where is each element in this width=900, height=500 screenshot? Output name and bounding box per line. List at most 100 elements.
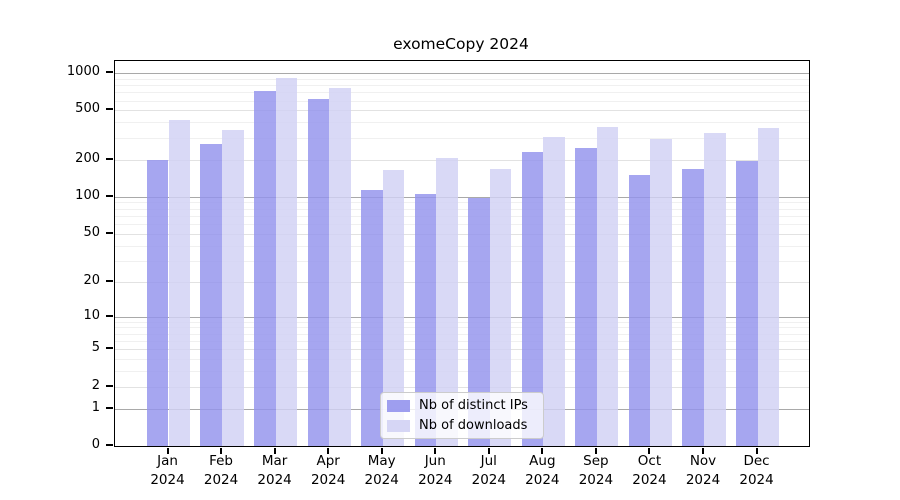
y-tick-label: 10 [83, 307, 100, 323]
y-tick-mark [106, 406, 113, 409]
x-tick-mark [434, 448, 437, 454]
gridline-minor [115, 92, 809, 94]
legend-swatch-downloads [387, 419, 410, 432]
y-tick-label: 1000 [66, 64, 100, 80]
y-tick-label: 500 [75, 101, 100, 117]
x-tick-label-oct: Oct 2024 [632, 453, 667, 488]
bar-distinct-ips-jul [468, 197, 490, 446]
y-tick-mark [106, 314, 113, 317]
y-tick-mark [106, 231, 113, 234]
y-tick-mark [106, 444, 113, 446]
x-tick-label-jul: Jul 2024 [471, 453, 506, 488]
gridline-minor [115, 202, 809, 204]
x-tick-mark [380, 448, 383, 454]
x-tick-label-apr: Apr 2024 [310, 453, 346, 488]
x-tick-mark [166, 448, 169, 454]
bar-downloads-may [382, 170, 405, 446]
gridline-major [115, 196, 809, 198]
bar-distinct-ips-may [361, 189, 383, 446]
y-tick-mark [106, 194, 113, 197]
x-tick-mark [220, 448, 223, 454]
gridline [115, 233, 809, 235]
bar-distinct-ips-oct [628, 175, 651, 446]
gridline-minor [115, 224, 809, 226]
bar-distinct-ips-apr [307, 98, 330, 446]
y-tick-label: 1 [91, 399, 100, 415]
bar-distinct-ips-sep [575, 147, 597, 446]
y-tick-label: 200 [75, 150, 100, 166]
bar-downloads-apr [329, 87, 351, 446]
bar-downloads-feb [222, 129, 244, 446]
x-tick-mark [648, 448, 651, 454]
gridline-minor [115, 85, 809, 87]
x-tick-label-mar: Mar 2024 [257, 453, 292, 488]
bar-distinct-ips-dec [735, 160, 758, 446]
bar-downloads-jun [436, 158, 458, 446]
gridline [115, 386, 809, 388]
y-tick-mark [106, 384, 113, 387]
x-tick-mark [327, 448, 330, 454]
x-tick-label-jun: Jun 2024 [418, 453, 453, 488]
y-tick-label: 20 [83, 272, 100, 288]
gridline [115, 159, 809, 161]
gridline [115, 281, 809, 283]
y-tick-mark [106, 71, 113, 74]
y-tick-label: 100 [75, 187, 100, 203]
gridline-minor [115, 333, 809, 335]
gridline [115, 110, 809, 112]
bar-downloads-mar [275, 78, 298, 446]
x-tick-label-aug: Aug 2024 [525, 453, 560, 488]
gridline-minor [115, 340, 809, 342]
bar-downloads-jul [489, 169, 512, 446]
y-tick-label: 2 [91, 377, 100, 393]
x-tick-mark [594, 448, 597, 454]
legend-label-downloads: Nb of downloads [419, 418, 528, 433]
gridline-minor [115, 137, 809, 139]
bar-downloads-dec [757, 127, 780, 446]
legend: Nb of distinct IPs Nb of downloads [380, 392, 544, 439]
gridline-minor [115, 215, 809, 217]
x-tick-mark [273, 448, 276, 454]
bar-distinct-ips-nov [682, 168, 704, 446]
gridline-minor [115, 321, 809, 323]
y-tick-mark [106, 279, 113, 282]
x-tick-mark [755, 448, 758, 454]
y-tick-label: 0 [91, 437, 100, 452]
plot-area [114, 60, 810, 447]
x-tick-mark [487, 448, 490, 454]
x-tick-label-dec: Dec 2024 [739, 453, 774, 488]
bar-downloads-jan [168, 119, 191, 446]
gridline-minor [115, 122, 809, 124]
gridline-minor [115, 100, 809, 102]
bar-distinct-ips-jan [146, 159, 169, 446]
bar-distinct-ips-jun [414, 194, 437, 446]
legend-row-downloads: Nb of downloads [387, 419, 535, 432]
bar-distinct-ips-aug [521, 151, 544, 446]
gridline-minor [115, 245, 809, 247]
gridline-minor [115, 359, 809, 361]
y-tick-mark [106, 157, 113, 160]
x-tick-label-nov: Nov 2024 [685, 453, 721, 488]
legend-row-distinct-ips: Nb of distinct IPs [387, 399, 535, 412]
gridline-minor [115, 371, 809, 373]
gridline-major [115, 73, 809, 75]
gridline-minor [115, 327, 809, 329]
gridline-major [115, 316, 809, 318]
gridline-minor [115, 260, 809, 262]
gridline-minor [115, 78, 809, 80]
bar-downloads-sep [596, 127, 619, 446]
x-tick-label-feb: Feb 2024 [203, 453, 239, 488]
x-tick-mark [541, 448, 544, 454]
x-tick-label-jan: Jan 2024 [150, 453, 185, 488]
bar-distinct-ips-feb [200, 143, 223, 446]
gridline [115, 349, 809, 351]
legend-swatch-distinct-ips [387, 399, 410, 412]
y-tick-label: 50 [83, 224, 100, 240]
bar-downloads-aug [543, 136, 565, 446]
legend-label-distinct-ips: Nb of distinct IPs [419, 398, 528, 413]
gridline-minor [115, 208, 809, 210]
bar-downloads-oct [650, 138, 673, 446]
x-tick-mark [702, 448, 704, 454]
y-tick-mark [106, 347, 113, 350]
